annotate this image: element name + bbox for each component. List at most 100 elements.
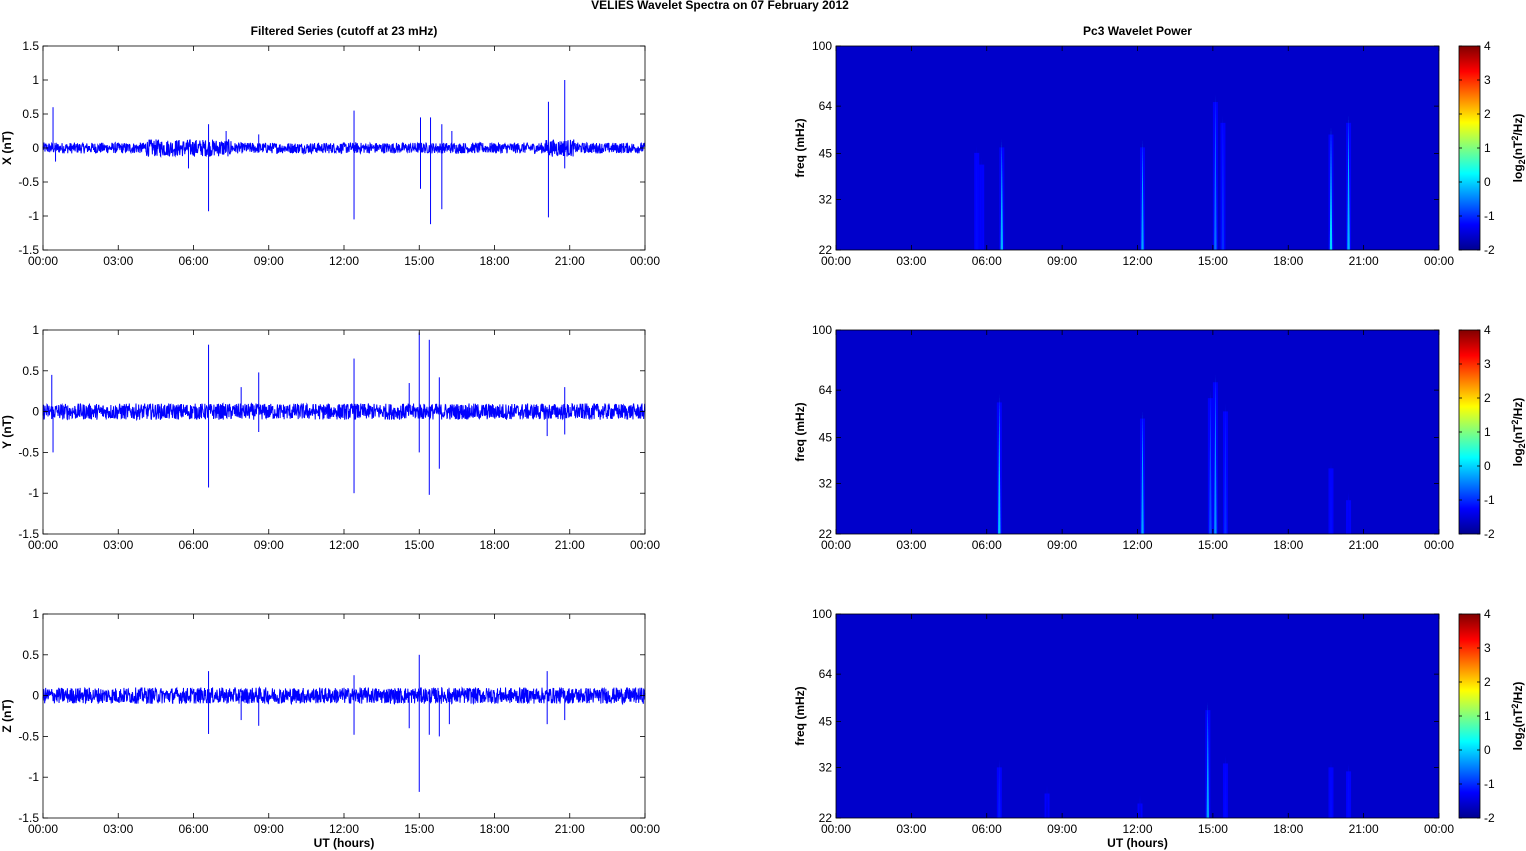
colorbar-tick-label: 3: [1484, 73, 1491, 87]
y-tick-label: 22: [819, 811, 833, 825]
y-axis-label: freq (mHz): [793, 686, 807, 745]
power-streak: [1206, 702, 1209, 818]
y-tick-label: 0: [32, 141, 39, 155]
power-streak: [1329, 460, 1333, 534]
x-tick-label: 00:00: [28, 822, 58, 836]
x-tick-label: 21:00: [555, 254, 585, 268]
y-tick-label: 0: [32, 689, 39, 703]
x-tick-label: 21:00: [1349, 254, 1379, 268]
colorbar-tick-label: 2: [1484, 391, 1491, 405]
x-tick-label: 12:00: [329, 538, 359, 552]
y-tick-label: 0.5: [22, 648, 39, 662]
x-tick-label: 18:00: [1273, 822, 1303, 836]
colorbar-tick-label: 4: [1484, 323, 1491, 337]
y-tick-label: 45: [819, 715, 833, 729]
y-tick-label: 0: [32, 405, 39, 419]
colorbar-tick-label: -2: [1484, 811, 1495, 825]
figure-title: VELIES Wavelet Spectra on 07 February 20…: [591, 0, 849, 12]
power-streak: [1329, 126, 1333, 250]
x-tick-label: 00:00: [1424, 254, 1454, 268]
x-tick-label: 00:00: [821, 822, 851, 836]
y-tick-label: 1.5: [22, 39, 39, 53]
x-tick-label: 09:00: [1047, 822, 1077, 836]
x-tick-label: 21:00: [555, 538, 585, 552]
x-tick-label: 00:00: [630, 822, 660, 836]
power-streak: [1221, 114, 1225, 250]
y-tick-label: -1.5: [18, 243, 39, 257]
colorbar-tick-label: 2: [1484, 107, 1491, 121]
x-tick-label: 18:00: [1273, 254, 1303, 268]
colorbar-tick-label: 4: [1484, 39, 1491, 53]
colorbar-tick-label: 0: [1484, 459, 1491, 473]
y-tick-label: 100: [812, 323, 832, 337]
y-tick-label: 64: [819, 383, 833, 397]
y-tick-label: 45: [819, 431, 833, 445]
y-tick-label: -0.5: [18, 175, 39, 189]
x-tick-label: 00:00: [28, 254, 58, 268]
x-tick-label: 03:00: [896, 538, 926, 552]
y-tick-label: -1.5: [18, 527, 39, 541]
y-tick-label: -0.5: [18, 445, 39, 459]
x-tick-label: 06:00: [178, 822, 208, 836]
colorbar: [1459, 614, 1480, 818]
x-tick-label: 21:00: [1349, 822, 1379, 836]
x-tick-label: 18:00: [1273, 538, 1303, 552]
series-panel-3: -1.5 -1 -0.5 0 0.5 1 00:00 03:00 06:00 09:00 12:00…: [0, 607, 660, 850]
x-tick-label: 18:00: [479, 822, 509, 836]
colorbar-tick-label: -1: [1484, 493, 1495, 507]
y-tick-label: 100: [812, 607, 832, 621]
x-tick-label: 15:00: [404, 254, 434, 268]
power-streak: [1138, 795, 1142, 818]
x-tick-label: 03:00: [103, 254, 133, 268]
x-tick-label: 03:00: [896, 254, 926, 268]
x-tick-label: 21:00: [1349, 538, 1379, 552]
colorbar-tick-label: -1: [1484, 777, 1495, 791]
y-tick-label: 32: [819, 761, 833, 775]
colorbar-tick-label: 3: [1484, 357, 1491, 371]
colorbar-tick-label: -2: [1484, 243, 1495, 257]
x-tick-label: 09:00: [1047, 254, 1077, 268]
wavelet-power-map: [836, 330, 1439, 534]
x-tick-label: 15:00: [1198, 538, 1228, 552]
power-streak: [1329, 759, 1333, 818]
power-streak: [1347, 114, 1350, 250]
power-streak: [998, 394, 1001, 534]
y-tick-label: 22: [819, 527, 833, 541]
wavelet-power-map: [836, 46, 1439, 250]
x-tick-label: 00:00: [630, 254, 660, 268]
x-tick-label: 03:00: [103, 822, 133, 836]
filtered-series-line: [42, 139, 646, 158]
x-tick-label: 12:00: [1122, 538, 1152, 552]
x-tick-label: 21:00: [555, 822, 585, 836]
y-tick-label: 0.5: [22, 364, 39, 378]
power-streak: [1214, 374, 1217, 534]
plot-area: [43, 614, 645, 818]
y-axis-label: X (nT): [0, 131, 14, 165]
x-tick-label: 12:00: [329, 254, 359, 268]
y-tick-label: -1: [28, 209, 39, 223]
colorbar-tick-label: 0: [1484, 175, 1491, 189]
power-streak: [1224, 403, 1227, 534]
power-streak: [975, 144, 978, 250]
x-tick-label: 00:00: [821, 254, 851, 268]
y-tick-label: -1: [28, 486, 39, 500]
colorbar: [1459, 46, 1480, 250]
y-tick-label: 64: [819, 99, 833, 113]
x-tick-label: 00:00: [630, 538, 660, 552]
colorbar-tick-label: 4: [1484, 607, 1491, 621]
x-tick-label: 12:00: [1122, 254, 1152, 268]
filtered-series-line: [42, 402, 646, 422]
x-tick-label: 09:00: [1047, 538, 1077, 552]
y-tick-label: -1: [28, 770, 39, 784]
x-tick-label: 12:00: [1122, 822, 1152, 836]
panel-title: Pc3 Wavelet Power: [1083, 24, 1192, 38]
x-axis-label: UT (hours): [314, 836, 375, 850]
x-axis-label: UT (hours): [1107, 836, 1168, 850]
power-streak: [1214, 94, 1217, 250]
x-tick-label: 18:00: [479, 538, 509, 552]
colorbar-label: log2(nT2/Hz): [1510, 682, 1526, 751]
y-tick-label: 1: [32, 607, 39, 621]
y-tick-label: 22: [819, 243, 833, 257]
colorbar: [1459, 330, 1480, 534]
